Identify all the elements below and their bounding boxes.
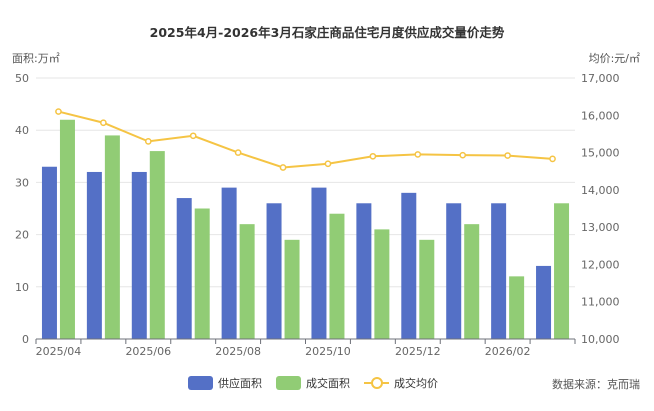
deal-bar — [104, 135, 120, 339]
legend-swatch-price — [364, 376, 389, 390]
price-point — [279, 164, 287, 171]
price-line — [58, 110, 553, 169]
deal-bar — [509, 276, 525, 339]
x-tick-label: 2025/12 — [395, 345, 441, 358]
deal-bar — [194, 208, 210, 339]
legend-label-deal: 成交面积 — [306, 377, 350, 390]
supply-bar — [536, 265, 552, 339]
legend-label-price: 成交均价 — [394, 377, 438, 390]
price-point — [100, 119, 107, 127]
legend-item-deal[interactable]: 成交面积 — [276, 375, 350, 391]
y-right-tick-label: 13,000 — [581, 221, 620, 234]
legend-swatch-supply — [188, 376, 213, 390]
deal-bar — [464, 224, 480, 339]
supply-bar — [266, 203, 282, 339]
deal-bar — [59, 119, 75, 339]
supply-bar — [491, 203, 507, 339]
y-right-tick-label: 17,000 — [581, 72, 620, 85]
deal-bar — [149, 151, 165, 339]
supply-bar — [176, 198, 192, 339]
x-tick-label: 2025/06 — [125, 345, 171, 358]
legend-item-supply[interactable]: 供应面积 — [188, 375, 262, 391]
data-source: 数据来源：克而瑞 — [552, 378, 640, 391]
price-point — [549, 155, 556, 163]
legend-label-supply: 供应面积 — [218, 377, 262, 390]
price-point — [144, 138, 152, 145]
supply-bar — [311, 187, 327, 339]
y-right-tick-label: 12,000 — [581, 258, 620, 271]
y-right-tick-label: 11,000 — [581, 296, 620, 309]
y-right-tick-label: 15,000 — [581, 147, 620, 160]
x-tick-label: 2025/08 — [215, 345, 261, 358]
price-point — [414, 151, 422, 158]
price-point — [459, 151, 467, 159]
supply-bar — [446, 203, 462, 339]
supply-bar — [401, 192, 417, 339]
supply-bar — [356, 203, 372, 339]
x-tick-label: 2026/02 — [485, 345, 531, 358]
y-left-tick-label: 30 — [15, 176, 29, 189]
y-left-tick-label: 10 — [15, 281, 29, 294]
right-axis-label: 均价:元/㎡ — [588, 52, 640, 65]
supply-bar — [221, 187, 237, 339]
x-tick-label: 2025/04 — [36, 345, 82, 358]
deal-bar — [554, 203, 570, 339]
deal-bar — [284, 239, 300, 339]
legend-swatch-deal — [276, 376, 301, 390]
price-point — [189, 132, 197, 140]
y-left-tick-label: 0 — [22, 333, 29, 346]
deal-bar — [239, 224, 255, 339]
left-axis-label: 面积:万㎡ — [12, 52, 60, 65]
legend-item-price[interactable]: 成交均价 — [364, 375, 438, 391]
supply-bar — [86, 171, 102, 339]
deal-bar — [374, 229, 390, 339]
price-point — [55, 108, 62, 115]
legend: 供应面积 成交面积 成交均价 — [188, 374, 452, 392]
y-right-tick-label: 10,000 — [581, 333, 620, 346]
deal-bar — [329, 213, 345, 339]
price-point — [234, 149, 242, 156]
y-left-tick-label: 20 — [15, 229, 29, 242]
supply-bar — [41, 166, 57, 339]
price-point — [504, 152, 511, 159]
supply-bar — [131, 171, 147, 339]
deal-bar — [419, 239, 435, 339]
chart-title: 2025年4月-2026年3月石家庄商品住宅月度供应成交量价走势 — [149, 25, 505, 40]
y-left-tick-label: 40 — [15, 124, 29, 137]
y-right-tick-label: 14,000 — [581, 184, 620, 197]
x-tick-label: 2025/10 — [305, 345, 351, 358]
price-point — [324, 160, 332, 168]
y-left-tick-label: 50 — [15, 72, 29, 85]
price-point — [369, 152, 377, 160]
y-right-tick-label: 16,000 — [581, 109, 620, 122]
